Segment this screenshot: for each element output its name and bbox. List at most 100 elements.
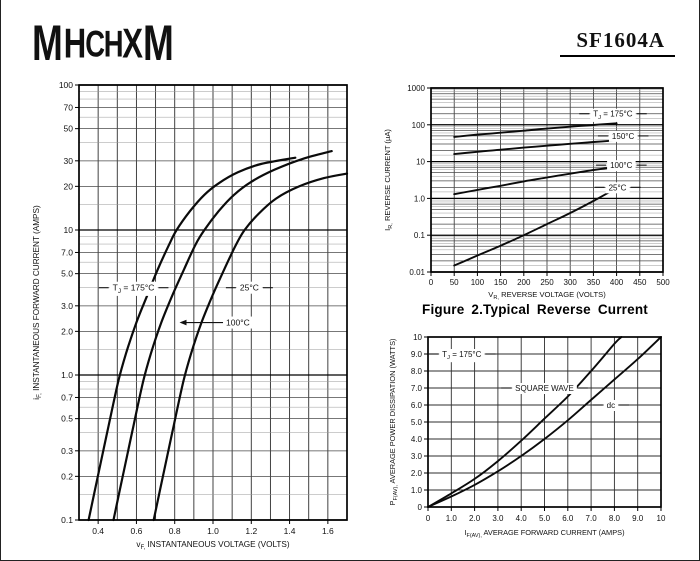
svg-text:7.0: 7.0 bbox=[411, 384, 423, 393]
svg-text:500: 500 bbox=[656, 278, 670, 287]
svg-text:10: 10 bbox=[64, 225, 74, 235]
svg-text:0.3: 0.3 bbox=[61, 446, 73, 456]
svg-text:100: 100 bbox=[471, 278, 485, 287]
curve bbox=[453, 165, 618, 196]
series-curves bbox=[453, 122, 618, 267]
svg-text:400: 400 bbox=[610, 278, 624, 287]
svg-text:0.7: 0.7 bbox=[61, 392, 73, 402]
svg-text:0.6: 0.6 bbox=[131, 526, 143, 536]
forward-current-chart: 0.4 0.6 0.8 1.0 1.2 1.4 1.6 100 70 50 30 20 10 7.0 5.0… bbox=[32, 80, 349, 551]
axis-title: 100°C bbox=[226, 318, 250, 328]
svg-text:50: 50 bbox=[450, 278, 459, 287]
svg-text:1.2: 1.2 bbox=[245, 526, 257, 536]
arrow-head bbox=[179, 319, 187, 326]
axis-title: VR, REVERSE VOLTAGE (VOLTS) bbox=[488, 290, 606, 301]
curve-label: 100°C bbox=[179, 316, 253, 329]
svg-text:300: 300 bbox=[564, 278, 578, 287]
tick-labels: 0 1.0 2.0 3.0 4.0 5.0 6.0 7.0 8.0 9.0 10 10 9.0 8.0 7.… bbox=[411, 333, 666, 523]
curve-label: 100°C bbox=[596, 160, 647, 172]
axis-title: TJ = 175°C bbox=[593, 110, 633, 121]
tick-labels: 0 50 100 150 200 250 300 350 400 450 500 1000 100 10 1… bbox=[407, 84, 670, 287]
curve bbox=[152, 172, 349, 522]
axis-title: iF, INSTANTANEOUS FORWARD CURRENT (AMPS) bbox=[32, 205, 43, 400]
axis-title: TJ = 175°C bbox=[113, 283, 155, 295]
svg-text:0: 0 bbox=[418, 503, 423, 512]
svg-text:450: 450 bbox=[633, 278, 647, 287]
axis-title: 100°C bbox=[610, 161, 633, 170]
svg-text:10: 10 bbox=[657, 514, 666, 523]
svg-text:0: 0 bbox=[426, 514, 431, 523]
svg-text:200: 200 bbox=[517, 278, 531, 287]
power-dissipation-chart: 0 1.0 2.0 3.0 4.0 5.0 6.0 7.0 8.0 9.0 10 10 9.0 8.0 7.… bbox=[388, 333, 666, 539]
axis-title: 25°C bbox=[240, 283, 259, 293]
svg-text:0.8: 0.8 bbox=[169, 526, 181, 536]
axis-title: 25°C bbox=[609, 183, 627, 192]
svg-text:0.4: 0.4 bbox=[92, 526, 104, 536]
curve bbox=[453, 187, 618, 267]
axis-title: PF(AV), AVERAGE POWER DISSIPATION (WATTS… bbox=[388, 339, 399, 506]
logo-letter: H bbox=[104, 24, 124, 65]
svg-text:250: 250 bbox=[540, 278, 554, 287]
svg-text:0.1: 0.1 bbox=[414, 231, 426, 240]
curve-label: TJ = 175°C bbox=[428, 349, 496, 363]
svg-text:1.0: 1.0 bbox=[61, 370, 73, 380]
svg-text:1.6: 1.6 bbox=[322, 526, 334, 536]
svg-text:1.0: 1.0 bbox=[207, 526, 219, 536]
svg-text:1.0: 1.0 bbox=[446, 514, 458, 523]
svg-text:150: 150 bbox=[494, 278, 508, 287]
curve-label: SQUARE WAVE bbox=[501, 383, 588, 394]
svg-text:30: 30 bbox=[64, 156, 74, 166]
svg-text:3.0: 3.0 bbox=[492, 514, 504, 523]
svg-text:0: 0 bbox=[429, 278, 434, 287]
svg-text:4.0: 4.0 bbox=[411, 435, 423, 444]
svg-text:8.0: 8.0 bbox=[411, 367, 423, 376]
svg-text:9.0: 9.0 bbox=[632, 514, 644, 523]
curve bbox=[453, 122, 618, 138]
svg-text:6.0: 6.0 bbox=[562, 514, 574, 523]
svg-text:350: 350 bbox=[587, 278, 601, 287]
axis-title: SQUARE WAVE bbox=[515, 384, 574, 393]
svg-text:2.0: 2.0 bbox=[469, 514, 481, 523]
axis-title: 150°C bbox=[612, 132, 635, 141]
svg-text:1.0: 1.0 bbox=[414, 194, 426, 203]
svg-text:5.0: 5.0 bbox=[61, 269, 73, 279]
svg-text:4.0: 4.0 bbox=[516, 514, 528, 523]
svg-text:0.1: 0.1 bbox=[61, 515, 73, 525]
svg-text:10: 10 bbox=[416, 158, 425, 167]
svg-text:8.0: 8.0 bbox=[609, 514, 621, 523]
svg-text:20: 20 bbox=[64, 181, 74, 191]
grid bbox=[78, 84, 348, 521]
logo-letters: M H CHX M bbox=[32, 16, 174, 69]
svg-text:1000: 1000 bbox=[407, 84, 425, 93]
svg-text:0.2: 0.2 bbox=[61, 471, 73, 481]
logo-letter: C bbox=[85, 24, 105, 65]
svg-text:2.0: 2.0 bbox=[61, 326, 73, 336]
svg-text:5.0: 5.0 bbox=[539, 514, 551, 523]
curve-label: 25°C bbox=[225, 281, 273, 294]
curve-label: dc bbox=[592, 400, 630, 411]
axis-title: dc bbox=[607, 401, 615, 410]
curve-label: TJ = 175°C bbox=[579, 108, 647, 122]
svg-text:3.0: 3.0 bbox=[61, 301, 73, 311]
svg-text:7.0: 7.0 bbox=[586, 514, 598, 523]
svg-text:10: 10 bbox=[413, 333, 422, 342]
svg-text:0.5: 0.5 bbox=[61, 414, 73, 424]
reverse-current-chart: 0 50 100 150 200 250 300 350 400 450 500 1000 100 10 1… bbox=[384, 84, 670, 301]
svg-text:2.0: 2.0 bbox=[411, 469, 423, 478]
curve bbox=[427, 336, 662, 508]
svg-text:100: 100 bbox=[412, 121, 426, 130]
logo-letter: M bbox=[32, 16, 63, 69]
curve-label: 150°C bbox=[597, 130, 649, 142]
curve-label: TJ = 175°C bbox=[98, 281, 169, 296]
svg-text:0.01: 0.01 bbox=[409, 268, 425, 277]
svg-text:70: 70 bbox=[64, 102, 74, 112]
grid bbox=[427, 336, 662, 508]
part-number: SF1604A bbox=[560, 28, 675, 57]
svg-text:100: 100 bbox=[59, 80, 73, 90]
curve bbox=[87, 156, 297, 522]
svg-text:3.0: 3.0 bbox=[411, 452, 423, 461]
axis-title: IR, REVERSE CURRENT (µA) bbox=[384, 129, 394, 231]
svg-text:1.4: 1.4 bbox=[284, 526, 296, 536]
svg-text:1.0: 1.0 bbox=[411, 486, 423, 495]
